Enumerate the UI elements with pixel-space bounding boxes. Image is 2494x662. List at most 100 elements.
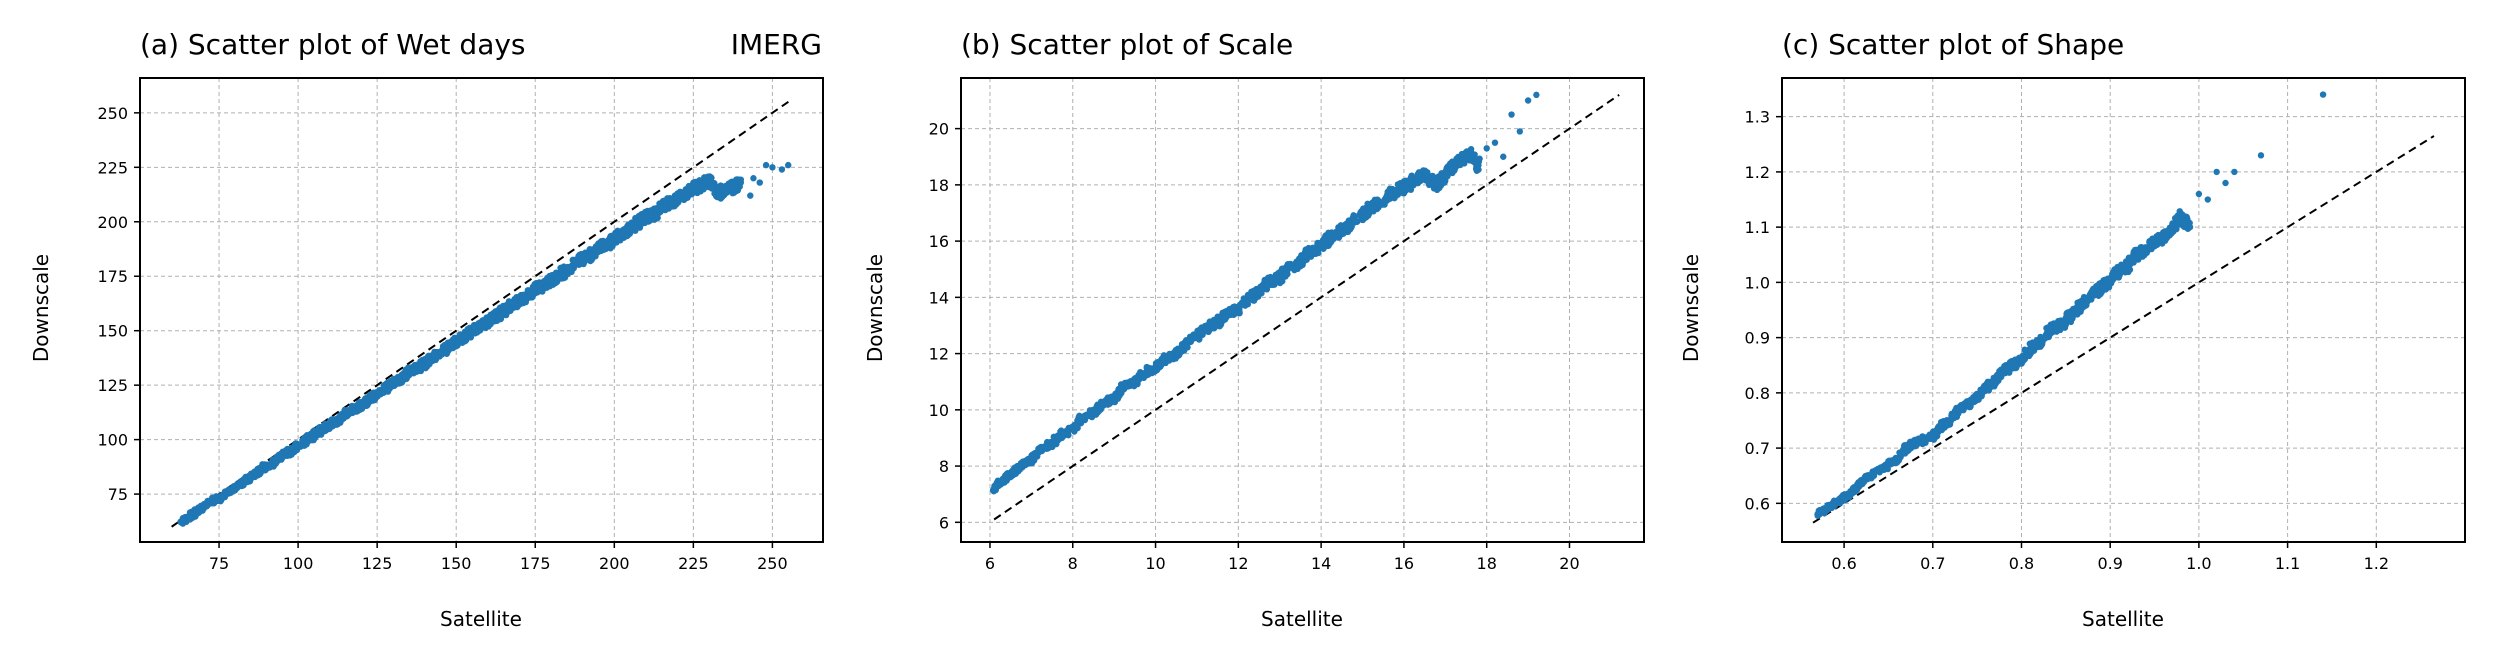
- panel-a-y-tick-label: 100: [97, 431, 128, 450]
- panel-c-data-point: [1849, 484, 1857, 492]
- panel-a-data-point: [700, 186, 707, 193]
- panel-a-data-point: [278, 453, 285, 460]
- panel-b-data-point: [1508, 111, 1515, 118]
- panel-a-dataset-label: IMERG: [731, 28, 822, 61]
- panel-c-data-point: [1984, 378, 1991, 386]
- panel-a-data-point: [737, 179, 744, 186]
- panel-a-data-point: [708, 185, 716, 192]
- panel-a-data-point: [543, 284, 550, 291]
- panel-b-data-point: [1089, 409, 1097, 416]
- panel-a-data-point: [520, 291, 528, 298]
- panel-b-data-point: [1140, 373, 1147, 380]
- panel-c-x-tick-label: 1.1: [2275, 554, 2300, 573]
- panel-a-data-point: [186, 512, 194, 520]
- panel-a-data-point: [756, 179, 763, 186]
- panel-b-data-point: [1022, 457, 1029, 465]
- panel-b-data-point: [1441, 179, 1448, 186]
- panel-a-data-point: [552, 279, 559, 286]
- panel-c-y-tick-label: 0.9: [1745, 329, 1770, 348]
- panel-b-data-point: [1223, 313, 1230, 321]
- panel-c-data-point: [2222, 179, 2229, 187]
- panel-b-data-point: [1326, 231, 1333, 239]
- panel-c-data-point: [1930, 433, 1937, 441]
- panel-b-data-point: [1073, 423, 1080, 430]
- panel-a-data-point: [778, 166, 786, 173]
- panel-a-data-point: [460, 332, 468, 339]
- panel-b-data-point: [1483, 145, 1490, 152]
- panel-b-x-axis-label: Satellite: [1261, 607, 1343, 631]
- panel-b-data-point: [1195, 336, 1203, 343]
- panel-c-data-point: [1932, 427, 1939, 435]
- panel-b-data-point: [991, 482, 998, 490]
- panel-a-data-point: [722, 188, 730, 195]
- panel-c-data-point: [2319, 91, 2327, 98]
- panel-c-data-point: [2100, 284, 2107, 291]
- panel-a-data-point: [473, 329, 481, 336]
- panel-b-y-tick-label: 14: [929, 288, 949, 307]
- panel-a-data-point: [647, 211, 654, 218]
- panel-a-data-point: [438, 349, 445, 356]
- panel-a-x-tick-label: 225: [678, 554, 709, 573]
- panel-c-data-point: [2038, 340, 2046, 348]
- panel-b-data-point: [1124, 383, 1131, 390]
- panel-c-data-point: [2231, 168, 2238, 176]
- panel-b-data-point: [1374, 196, 1381, 203]
- panel-b-data-point: [1516, 128, 1524, 135]
- panel-a-data-point: [471, 324, 478, 331]
- panel-c-data-point: [1860, 478, 1868, 486]
- panel-b-data-point: [1010, 465, 1018, 472]
- panel-c-y-tick-label: 0.6: [1745, 494, 1770, 513]
- panel-b-y-tick-label: 16: [929, 232, 949, 251]
- panel-a-data-point: [257, 470, 264, 477]
- panel-c-data-point: [2162, 231, 2170, 239]
- panel-c-data-point: [2071, 309, 2078, 317]
- panel-b-data-point: [1250, 297, 1258, 304]
- panel-a-data-point: [589, 252, 597, 259]
- panel-a-reference-line: [171, 98, 792, 528]
- panel-c-data-point: [1958, 403, 1965, 411]
- panel-a-data-point: [595, 248, 603, 255]
- panel-a-data-point: [454, 340, 462, 347]
- panel-a-y-tick-label: 250: [97, 104, 128, 123]
- panel-c-y-tick-label: 0.8: [1745, 384, 1770, 403]
- panel-a-y-tick-label: 125: [97, 376, 128, 395]
- panel-a-data-point: [518, 298, 525, 305]
- panel-c-data-point: [2169, 220, 2176, 227]
- panel-a-data-point: [716, 193, 723, 200]
- panel-b-data-point: [1099, 399, 1106, 407]
- panel-b-data-point: [1296, 260, 1304, 267]
- panel-a-y-axis-label: Downscale: [29, 254, 53, 362]
- panel-a-data-point: [405, 365, 413, 372]
- panel-b-data-point: [1113, 391, 1121, 398]
- panel-c-y-tick-label: 1.3: [1745, 108, 1770, 127]
- panel-a-y-axis-ticks: 75 100 125 150 175 200 225 250: [97, 104, 128, 504]
- panel-a-data-point: [390, 375, 397, 383]
- panel-b-data-point: [1453, 155, 1460, 162]
- panel-b-y-tick-label: 10: [929, 401, 949, 420]
- panel-b-x-tick-label: 20: [1559, 554, 1579, 573]
- panel-a-x-tick-label: 125: [362, 554, 393, 573]
- panel-b-data-point: [1258, 290, 1265, 297]
- panel-b: 6 8 10 12 14 16 18 20 6 8 10 12 14 16 18…: [863, 28, 1645, 631]
- panel-c-x-tick-label: 0.6: [1831, 554, 1856, 573]
- panel-c-data-point: [2136, 253, 2143, 261]
- panel-a-x-tick-label: 100: [283, 554, 314, 573]
- panel-c-data-point: [2125, 258, 2132, 265]
- panel-a-data-point: [330, 416, 337, 423]
- panel-a-y-tick-label: 150: [97, 322, 128, 341]
- panel-c-data-point: [2195, 190, 2203, 198]
- panel-c-data-point: [1903, 442, 1911, 449]
- panel-a-y-tick-label: 200: [97, 213, 128, 232]
- panel-a-data-point: [359, 403, 366, 410]
- panel-b-data-point: [1093, 403, 1101, 411]
- panel-a-data-point: [218, 493, 226, 500]
- panel-a-data-point: [447, 342, 454, 349]
- panel-c-x-axis-label: Satellite: [2082, 607, 2164, 631]
- panel-c-data-point: [1830, 497, 1838, 504]
- panel-a-data-point: [785, 161, 792, 169]
- panel-a-data-point: [361, 397, 369, 404]
- panel-b-data-point: [1079, 413, 1086, 421]
- panel-b-data-point: [1152, 366, 1159, 373]
- panel-c-x-tick-label: 1.2: [2364, 554, 2389, 573]
- panel-a-data-point: [677, 189, 685, 196]
